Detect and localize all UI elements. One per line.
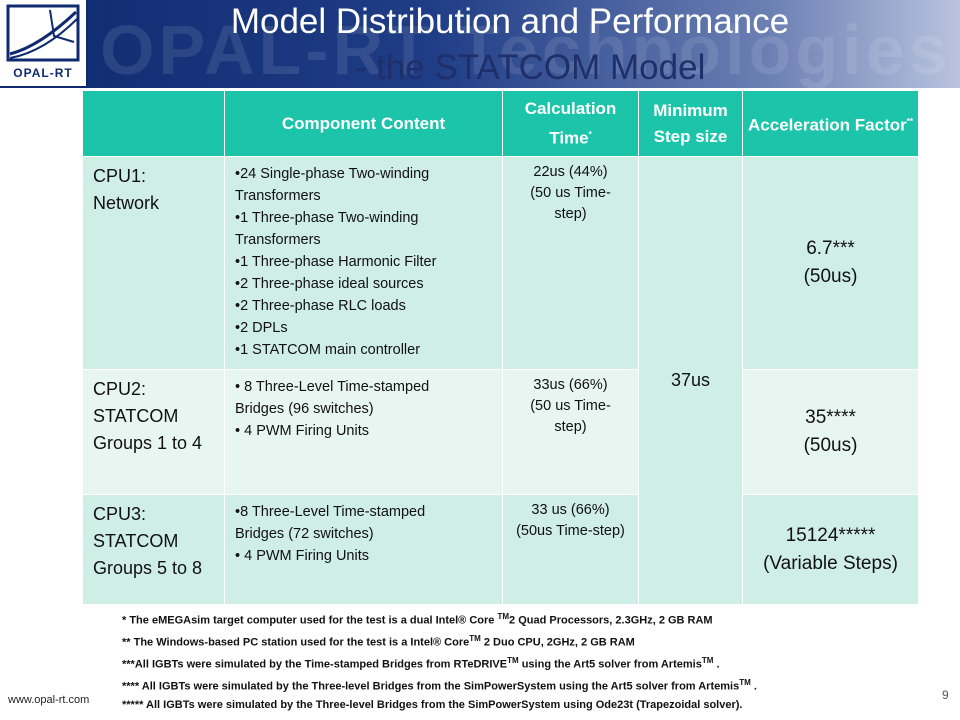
header-acceleration-factor: Acceleration Factor** (742, 90, 919, 157)
footnotes: * The eMEGAsim target computer used for … (122, 606, 942, 716)
company-logo: OPAL-RT (0, 0, 88, 88)
component-content-cpu3: •8 Three-Level Time-stamped Bridges (72 … (224, 494, 503, 605)
header-minimum-step-size: Minimum Step size (638, 90, 743, 157)
footnote-3: ***All IGBTs were simulated by the Time-… (122, 656, 720, 671)
header-calculation-time: Calculation Time* (502, 90, 639, 157)
acceleration-factor-cpu2: 35**** (50us) (742, 369, 919, 495)
slide-title-line2: - the STATCOM Model (354, 48, 706, 87)
minimum-step-size-value: 37us (638, 156, 743, 605)
performance-table: Component Content Calculation Time* Mini… (82, 90, 919, 605)
acceleration-factor-cpu3: 15124***** (Variable Steps) (742, 494, 919, 605)
calculation-time-cpu2: 33us (66%) (50 us Time-step) (502, 369, 639, 495)
header-component-content: Component Content (224, 90, 503, 157)
row-label-cpu2: CPU2: STATCOM Groups 1 to 4 (82, 369, 225, 495)
footnote-5: ***** All IGBTs were simulated by the Th… (122, 699, 743, 711)
logo-mark-icon (6, 4, 80, 62)
slide-title-line1: Model Distribution and Performance (230, 2, 790, 41)
component-content-cpu2: • 8 Three-Level Time-stamped Bridges (96… (224, 369, 503, 495)
header-watermark: OPAL-RT Technologies (100, 11, 952, 89)
row-label-cpu3: CPU3: STATCOM Groups 5 to 8 (82, 494, 225, 605)
table-row-cpu2: CPU2: STATCOM Groups 1 to 4 • 8 Three-Leve… (82, 369, 919, 495)
footnote-2: ** The Windows-based PC station used for… (122, 634, 635, 649)
table-row-cpu3: CPU3: STATCOM Groups 5 to 8 •8 Three-Level… (82, 494, 919, 605)
footer-url-link[interactable]: www.opal-rt.com (8, 694, 90, 706)
header-band: OPAL-RT Technologies (0, 0, 960, 89)
component-content-cpu1: •24 Single-phase Two-winding Transformer… (224, 156, 503, 370)
page-number: 9 (942, 688, 949, 702)
calculation-time-cpu1: 22us (44%) (50 us Time-step) (502, 156, 639, 370)
row-label-cpu1: CPU1: Network (82, 156, 225, 370)
table-header-row: Component Content Calculation Time* Mini… (82, 90, 919, 157)
table-row-cpu1: CPU1: Network •24 Single-phase Two-windin… (82, 156, 919, 605)
acceleration-factor-cpu1: 6.7*** (50us) (742, 156, 919, 370)
footnote-4: **** All IGBTs were simulated by the Thr… (122, 678, 757, 693)
calculation-time-cpu3: 33 us (66%) (50us Time-step) (502, 494, 639, 605)
logo-text: OPAL-RT (13, 66, 73, 80)
header-blank (82, 90, 225, 157)
footnote-1: * The eMEGAsim target computer used for … (122, 612, 713, 627)
